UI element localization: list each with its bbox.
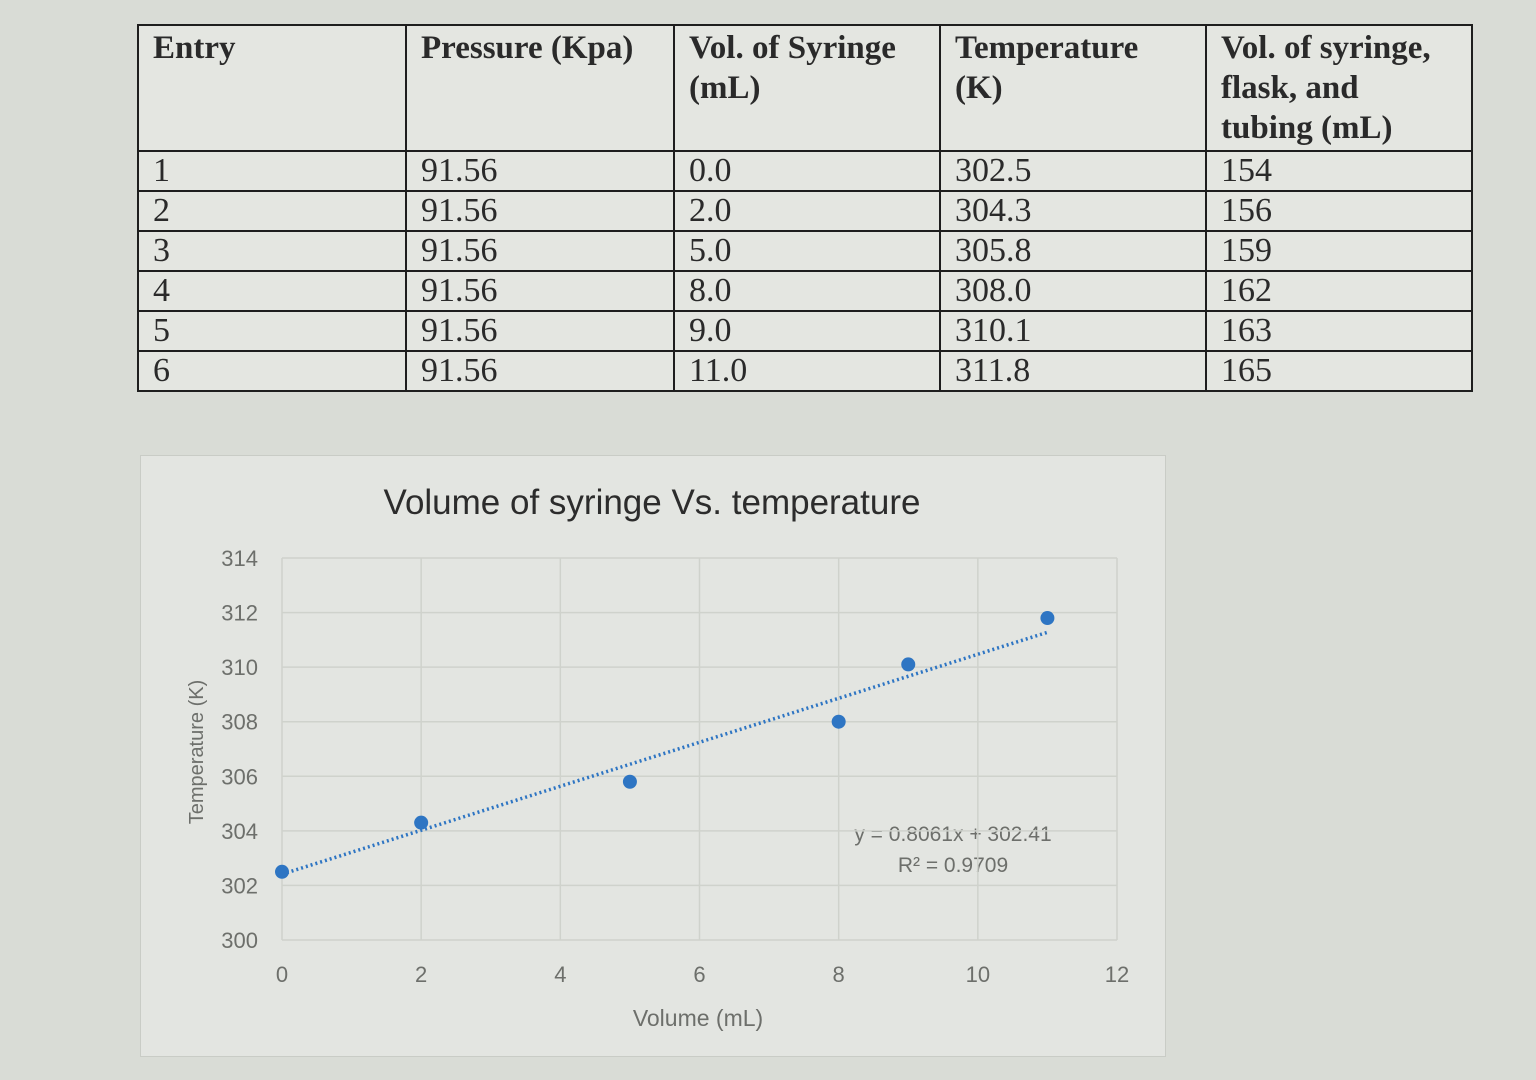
y-tick-label: 302 <box>221 873 258 898</box>
table-cell: 1 <box>137 150 407 192</box>
chart-grid <box>281 557 1118 941</box>
y-axis-label: Temperature (K) <box>186 680 208 825</box>
x-axis-label: Volume (mL) <box>633 1005 763 1031</box>
table-row: 6 91.56 11.0 311.8 165 <box>137 350 1473 392</box>
table-cell: 308.0 <box>939 270 1207 312</box>
x-tick-label: 8 <box>833 962 845 987</box>
chart-panel: Volume of syringe Vs. temperature Volume… <box>140 455 1166 1057</box>
table-cell: 4 <box>137 270 407 312</box>
table-row: 2 91.56 2.0 304.3 156 <box>137 190 1473 232</box>
table-cell: 8.0 <box>673 270 941 312</box>
header-total-volume: Vol. of syringe, flask, and tubing (mL) <box>1205 24 1473 152</box>
table-cell: 2.0 <box>673 190 941 232</box>
data-table: Entry Pressure (Kpa) Vol. of Syringe (mL… <box>137 24 1473 392</box>
table-cell: 91.56 <box>405 310 675 352</box>
table-cell: 5 <box>137 310 407 352</box>
chart-axes: 300 302 304 306 308 310 312 314 0 2 4 6 8 10 12 <box>221 546 1129 987</box>
table-cell: 154 <box>1205 150 1473 192</box>
table-cell: 91.56 <box>405 150 675 192</box>
y-tick-label: 308 <box>221 710 258 735</box>
table-cell: 311.8 <box>939 350 1207 392</box>
table-cell: 156 <box>1205 190 1473 232</box>
header-pressure: Pressure (Kpa) <box>405 24 675 152</box>
table-cell: 159 <box>1205 230 1473 272</box>
y-tick-label: 312 <box>221 601 258 626</box>
table-row: 1 91.56 0.0 302.5 154 <box>137 150 1473 192</box>
data-point <box>1040 611 1055 626</box>
trendline <box>281 630 1048 876</box>
table-cell: 5.0 <box>673 230 941 272</box>
table-cell: 162 <box>1205 270 1473 312</box>
chart-points <box>275 611 1055 879</box>
data-point <box>901 657 916 672</box>
y-tick-label: 310 <box>221 655 258 680</box>
table-cell: 91.56 <box>405 190 675 232</box>
table-cell: 304.3 <box>939 190 1207 232</box>
x-tick-label: 2 <box>415 962 427 987</box>
table-row: 4 91.56 8.0 308.0 162 <box>137 270 1473 312</box>
data-point <box>622 774 637 789</box>
x-tick-label: 6 <box>693 962 705 987</box>
data-point <box>414 815 429 830</box>
table-cell: 163 <box>1205 310 1473 352</box>
table-cell: 310.1 <box>939 310 1207 352</box>
table-cell: 165 <box>1205 350 1473 392</box>
header-temperature: Temperature (K) <box>939 24 1207 152</box>
chart-title: Volume of syringe Vs. temperature <box>384 483 921 522</box>
table-row: 3 91.56 5.0 305.8 159 <box>137 230 1473 272</box>
table-cell: 305.8 <box>939 230 1207 272</box>
y-tick-label: 314 <box>221 546 258 571</box>
data-point <box>275 864 289 879</box>
table-cell: 3 <box>137 230 407 272</box>
header-entry: Entry <box>137 24 407 152</box>
trendline-r-squared: R² = 0.9709 <box>898 854 1008 877</box>
table-row: 5 91.56 9.0 310.1 163 <box>137 310 1473 352</box>
table-cell: 302.5 <box>939 150 1207 192</box>
table-cell: 91.56 <box>405 350 675 392</box>
data-point <box>831 714 846 729</box>
y-tick-label: 300 <box>221 928 258 953</box>
scatter-chart: Volume of syringe Vs. temperature Volume… <box>186 483 1129 1031</box>
table-cell: 9.0 <box>673 310 941 352</box>
table-cell: 11.0 <box>673 350 941 392</box>
table-cell: 2 <box>137 190 407 232</box>
table-cell: 0.0 <box>673 150 941 192</box>
x-tick-label: 0 <box>276 962 288 987</box>
table-cell: 6 <box>137 350 407 392</box>
x-tick-label: 10 <box>966 962 990 987</box>
table-cell: 91.56 <box>405 230 675 272</box>
table-header-row: Entry Pressure (Kpa) Vol. of Syringe (mL… <box>137 24 1473 152</box>
trendline-equation: y = 0.8061x + 302.41 <box>854 823 1051 846</box>
x-tick-label: 12 <box>1105 962 1129 987</box>
y-tick-label: 306 <box>221 764 258 789</box>
y-tick-label: 304 <box>221 819 258 844</box>
table-cell: 91.56 <box>405 270 675 312</box>
x-tick-label: 4 <box>554 962 566 987</box>
header-syringe-volume: Vol. of Syringe (mL) <box>673 24 941 152</box>
chart-trendline-group <box>281 630 1048 876</box>
